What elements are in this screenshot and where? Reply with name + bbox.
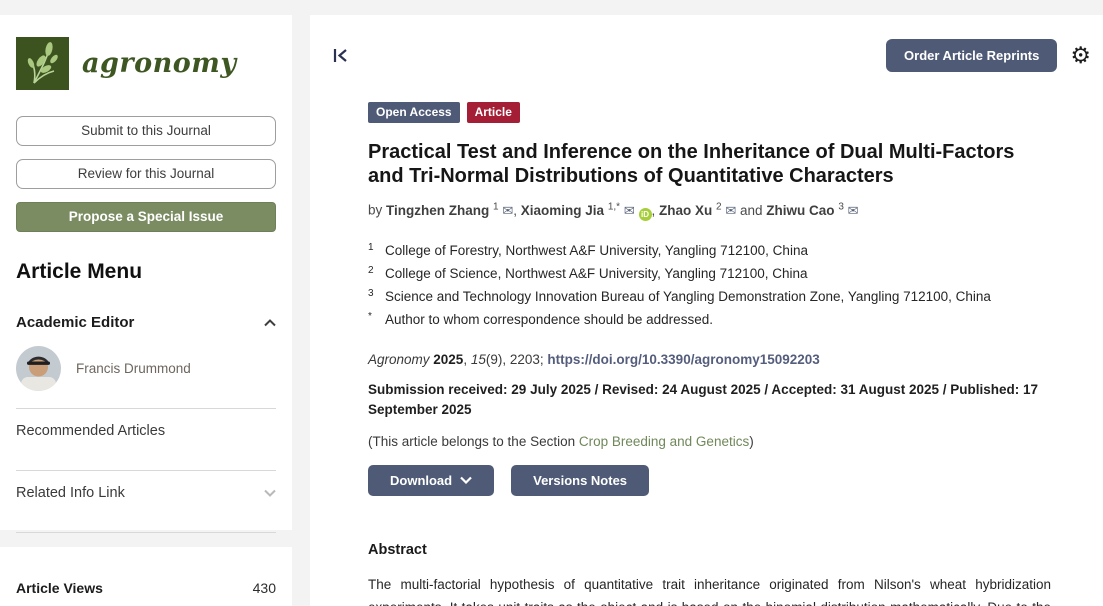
author-link[interactable]: Xiaoming Jia — [520, 202, 605, 218]
article-views-card: Article Views 430 — [0, 547, 292, 606]
byline-prefix: by — [368, 202, 387, 218]
citation-volume: 15 — [470, 351, 486, 367]
citation-sep: , — [463, 351, 471, 367]
academic-editor-header[interactable]: Academic Editor — [16, 314, 276, 331]
editor-name-link[interactable]: Francis Drummond — [76, 361, 191, 376]
affiliation-list: 1 College of Forestry, Northwest A&F Univ… — [368, 241, 1051, 327]
affiliation-sup: 3 — [368, 287, 374, 299]
author-list: Tingzhen Zhang 1 ✉, Xiaoming Jia 1,* ✉ i… — [386, 201, 859, 221]
affiliation-row: 1 College of Forestry, Northwest A&F Univ… — [368, 241, 1051, 258]
citation-journal: Agronomy — [368, 351, 434, 367]
article-content: Open Access Article Practical Test and I… — [368, 102, 1051, 606]
abstract-text: The multi-factorial hypothesis of quanti… — [368, 576, 1051, 606]
author-link[interactable]: Tingzhen Zhang — [386, 202, 490, 218]
affiliation-sup: 2 — [368, 264, 374, 276]
author-affiliation-sup[interactable]: 1,* — [607, 201, 621, 212]
author-separator: , — [513, 202, 521, 218]
author-link[interactable]: Zhiwu Cao — [766, 202, 835, 218]
section-link[interactable]: Crop Breeding and Genetics — [578, 433, 750, 449]
chevron-down-icon — [460, 476, 472, 484]
sidebar-item-recommended-articles[interactable]: Recommended Articles — [16, 409, 276, 453]
affiliation-text: Science and Technology Innovation Bureau… — [385, 288, 991, 304]
email-icon[interactable]: ✉ — [847, 202, 859, 218]
propose-special-issue-button[interactable]: Propose a Special Issue — [16, 202, 276, 232]
divider — [16, 532, 276, 533]
citation-issue-pages: (9), 2203; — [485, 351, 548, 367]
author-affiliation-sup[interactable]: 3 — [838, 201, 844, 212]
affiliation-sup: * — [368, 310, 372, 322]
citation-line: Agronomy 2025, 15(9), 2203; https://doi.… — [368, 352, 1051, 367]
journal-logo-icon — [16, 37, 69, 90]
abstract-heading: Abstract — [368, 541, 427, 558]
author-affiliation-sup[interactable]: 2 — [716, 201, 722, 212]
author-affiliation-sup[interactable]: 1 — [493, 201, 499, 212]
journal-name: agronomy — [82, 48, 237, 79]
editor-avatar[interactable] — [16, 346, 61, 391]
article-title: Practical Test and Inference on the Inhe… — [368, 141, 1015, 187]
sidebar-item-label: Related Info Link — [16, 485, 125, 501]
section-suffix: ) — [749, 433, 754, 449]
academic-editor-row: Francis Drummond — [16, 346, 276, 391]
article-panel: Order Article Reprints ⚙ Open Access Art… — [310, 15, 1103, 606]
author-link[interactable]: Zhao Xu — [659, 202, 713, 218]
byline: by Tingzhen Zhang 1 ✉, Xiaoming Jia 1,* … — [368, 201, 1051, 221]
divider — [16, 408, 276, 409]
sidebar-item-related-info-link[interactable]: Related Info Link — [16, 471, 276, 515]
author-separator: and — [736, 202, 767, 218]
author-separator: , — [651, 202, 660, 218]
affiliation-row: 3 Science and Technology Innovation Burea… — [368, 287, 1051, 304]
versions-notes-button[interactable]: Versions Notes — [511, 464, 650, 496]
order-reprints-button[interactable]: Order Article Reprints — [886, 39, 1058, 72]
download-button[interactable]: Download — [368, 464, 495, 496]
review-journal-button[interactable]: Review for this Journal — [16, 159, 276, 189]
affiliation-text: College of Science, Northwest A&F Univer… — [385, 265, 808, 281]
divider — [16, 470, 276, 471]
affiliation-text: College of Forestry, Northwest A&F Unive… — [385, 242, 808, 258]
academic-editor-label: Academic Editor — [16, 314, 135, 331]
submission-dates: Submission received: 29 July 2025 / Revi… — [368, 381, 1039, 417]
journal-logo[interactable]: agronomy — [16, 37, 276, 90]
affiliation-row: * Author to whom correspondence should be… — [368, 310, 1051, 327]
author-group: Xiaoming Jia 1,* ✉ iD, — [520, 201, 660, 221]
article-views-label: Article Views — [16, 580, 103, 596]
email-icon[interactable]: ✉ — [623, 202, 635, 218]
submit-journal-button[interactable]: Submit to this Journal — [16, 116, 276, 146]
badge-row: Open Access Article — [368, 102, 1051, 123]
affiliation-row: 2 College of Science, Northwest A&F Unive… — [368, 264, 1051, 281]
chevron-up-icon[interactable] — [264, 318, 276, 327]
left-column: agronomy Submit to this Journal Review f… — [0, 15, 292, 606]
orcid-icon[interactable]: iD — [638, 207, 652, 221]
affiliation-sup: 1 — [368, 241, 374, 253]
email-icon[interactable]: ✉ — [725, 202, 737, 218]
versions-notes-label: Versions Notes — [533, 472, 628, 488]
email-icon[interactable]: ✉ — [502, 202, 514, 218]
collapse-sidebar-icon[interactable] — [332, 47, 349, 64]
doi-link[interactable]: https://doi.org/10.3390/agronomy15092203 — [547, 351, 820, 367]
author-group: Tingzhen Zhang 1 ✉, — [386, 201, 521, 218]
author-group: Zhiwu Cao 3 ✉ — [766, 201, 859, 218]
sidebar: agronomy Submit to this Journal Review f… — [0, 15, 292, 563]
article-type-badge: Article — [466, 102, 520, 123]
section-line: (This article belongs to the Section Cro… — [368, 434, 1051, 449]
citation-year: 2025 — [433, 351, 464, 367]
open-access-badge: Open Access — [368, 102, 460, 123]
sidebar-item-label: Recommended Articles — [16, 423, 166, 439]
gear-icon[interactable]: ⚙ — [1070, 42, 1091, 68]
section-prefix: (This article belongs to the Section — [368, 433, 579, 449]
article-views-value: 430 — [252, 580, 276, 596]
article-panel-header: Order Article Reprints ⚙ — [310, 15, 1103, 72]
affiliation-text: Author to whom correspondence should be … — [385, 311, 713, 327]
download-label: Download — [390, 472, 453, 488]
action-buttons: Download Versions Notes — [368, 464, 1051, 496]
article-menu-title: Article Menu — [16, 260, 143, 283]
chevron-down-icon[interactable] — [264, 489, 276, 497]
author-group: Zhao Xu 2 ✉ and — [659, 201, 767, 218]
